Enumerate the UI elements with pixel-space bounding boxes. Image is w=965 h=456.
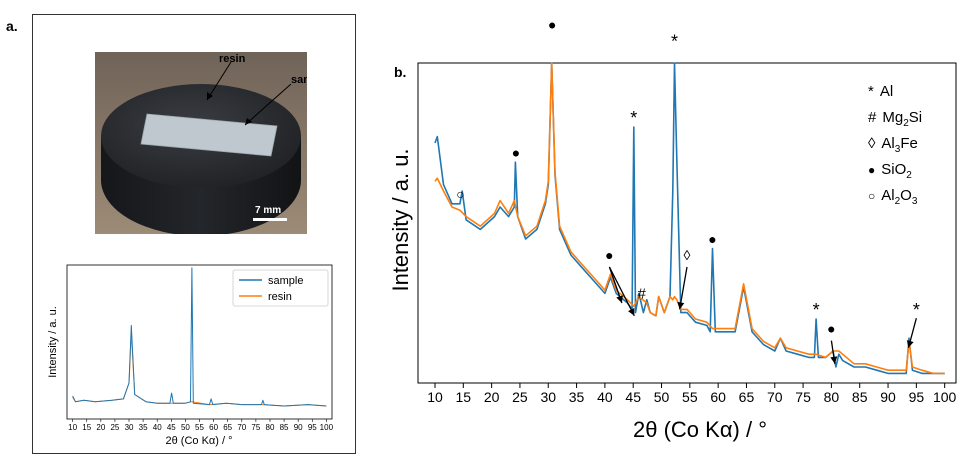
phase-marker: ◊ xyxy=(684,247,691,263)
sample-pointer xyxy=(244,83,292,126)
legend-entry-sio2: ● SiO2 xyxy=(868,161,912,181)
sample-pointer-head xyxy=(245,118,252,125)
marker-arrow xyxy=(907,318,917,348)
chart-b-xtick-label: 75 xyxy=(795,389,811,405)
chart-b-xtick-label: 30 xyxy=(540,389,556,405)
phase-marker: ● xyxy=(827,321,835,337)
phase-marker: ● xyxy=(605,247,613,263)
marker-arrow xyxy=(830,340,836,364)
phase-marker: * xyxy=(813,300,820,320)
chart-b-xtick-label: 25 xyxy=(512,389,528,405)
chart-b-xtick-label: 55 xyxy=(682,389,698,405)
sample-label: sample xyxy=(291,74,307,86)
marker-arrow xyxy=(678,266,688,310)
chart-b-xtick-label: 50 xyxy=(654,389,670,405)
marker-arrow xyxy=(608,266,623,304)
scalebar-label: 7 mm xyxy=(255,205,281,216)
chart-b-xtick-label: 60 xyxy=(710,389,726,405)
marker-arrow xyxy=(608,266,635,317)
marker-arrow-head xyxy=(906,340,914,348)
chart-b-xtick-label: 95 xyxy=(909,389,925,405)
legend-entry-al: * Al xyxy=(868,83,893,100)
chart-b-plot-frame xyxy=(417,62,957,384)
resin-pointer xyxy=(206,61,232,101)
phase-marker: ○ xyxy=(456,186,464,202)
marker-arrow-head xyxy=(628,307,635,316)
legend-entry-al2o3: ○ Al2O3 xyxy=(868,187,918,207)
chart-b-xtick-label: 90 xyxy=(880,389,896,405)
panel-a-label: a. xyxy=(6,18,18,34)
chart-b-xtick-label: 65 xyxy=(739,389,755,405)
phase-marker: # xyxy=(638,285,647,302)
phase-marker: * xyxy=(913,300,920,320)
sample-photo: resin sample 7 mm xyxy=(95,52,307,234)
chart-b-ylabel: Intensity / a. u. xyxy=(388,148,413,291)
legend-entry-mg2si: # Mg2Si xyxy=(868,109,922,129)
chart-b-xtick-label: 85 xyxy=(852,389,868,405)
chart-b-xtick-label: 100 xyxy=(933,389,957,405)
resin-pointer-head xyxy=(207,92,213,100)
chart-b-xtick-label: 20 xyxy=(484,389,500,405)
phase-marker: ● xyxy=(548,17,556,33)
scalebar xyxy=(253,218,287,221)
chart-b-xtick-label: 10 xyxy=(427,389,443,405)
phase-marker: * xyxy=(671,31,678,51)
chart-b-series-resin xyxy=(434,62,945,375)
phase-marker: * xyxy=(630,108,637,128)
sample-strip xyxy=(140,113,278,157)
marker-arrow-head xyxy=(616,295,623,303)
chart-b-xtick-label: 40 xyxy=(597,389,613,405)
chart-b-legend: * Al # Mg2Si ◊ Al3Fe ● SiO2 ○ Al2O3 xyxy=(868,83,922,207)
legend-entry-al3fe: ◊ Al3Fe xyxy=(868,135,918,155)
chart-b-series-sample xyxy=(434,62,945,375)
chart-b-xtick-label: 80 xyxy=(824,389,840,405)
phase-marker: ● xyxy=(708,231,716,247)
chart-b-xtick-label: 15 xyxy=(456,389,472,405)
resin-label: resin xyxy=(219,53,246,65)
marker-arrow-head xyxy=(677,301,685,310)
chart-b-xlabel: 2θ (Co Kα) / ° xyxy=(633,417,767,442)
panel-b-label: b. xyxy=(394,64,407,80)
chart-b-xtick-label: 35 xyxy=(569,389,585,405)
phase-marker: ● xyxy=(512,145,520,161)
chart-b-xtick-label: 45 xyxy=(625,389,641,405)
marker-arrow-head xyxy=(830,356,838,364)
chart-b-xtick-label: 70 xyxy=(767,389,783,405)
